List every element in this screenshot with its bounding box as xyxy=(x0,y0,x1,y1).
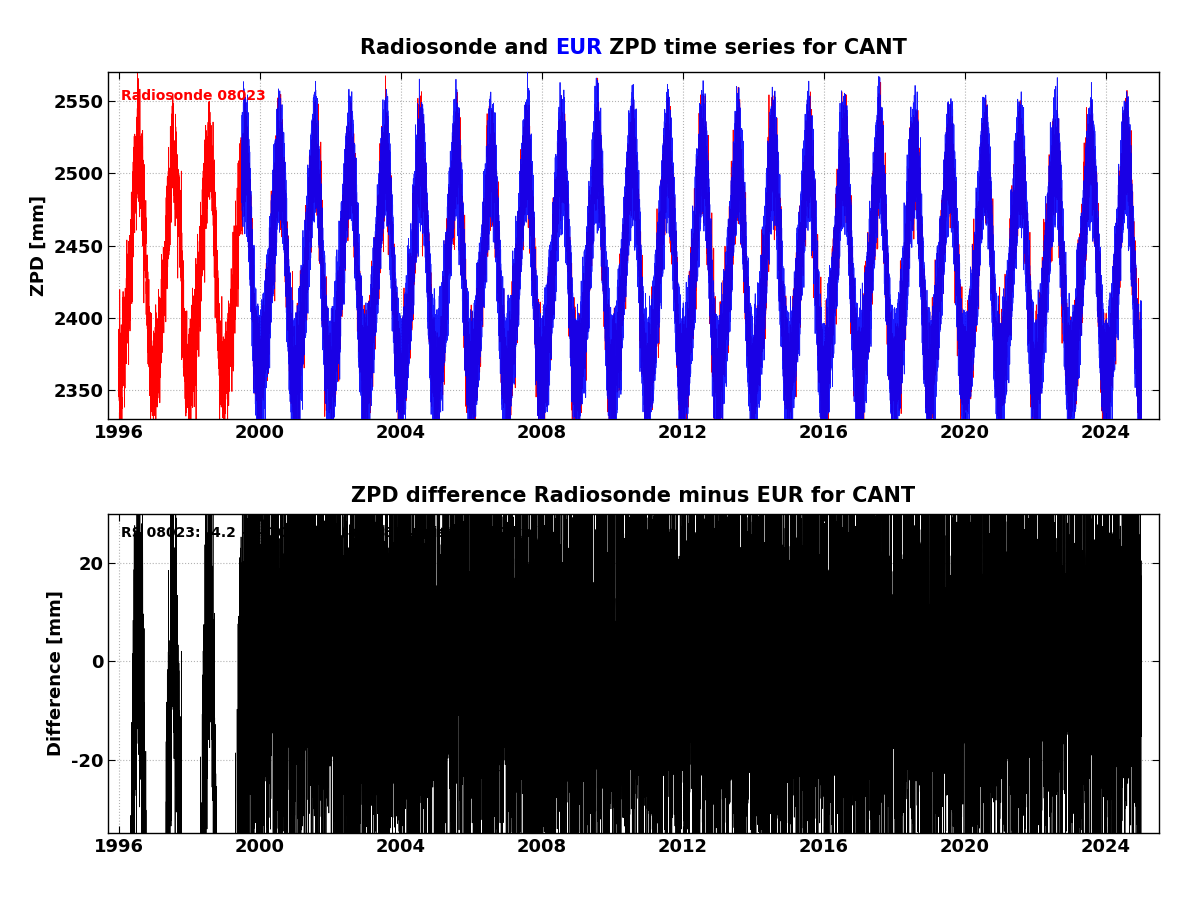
Text: ZPD time series for CANT: ZPD time series for CANT xyxy=(603,38,907,59)
Text: EUR: EUR xyxy=(555,38,603,59)
Y-axis label: ZPD [mm]: ZPD [mm] xyxy=(30,195,48,296)
Title: ZPD difference Radiosonde minus EUR for CANT: ZPD difference Radiosonde minus EUR for … xyxy=(352,487,915,506)
Y-axis label: Difference [mm]: Difference [mm] xyxy=(47,590,65,757)
Text: Radiosonde and: Radiosonde and xyxy=(360,38,555,59)
Text: RS 08023: -4.2 +/- 10.5 mm (# 11854, dist =   2.0 km): RS 08023: -4.2 +/- 10.5 mm (# 11854, dis… xyxy=(120,526,543,541)
Text: Radiosonde 08023: Radiosonde 08023 xyxy=(120,89,265,104)
